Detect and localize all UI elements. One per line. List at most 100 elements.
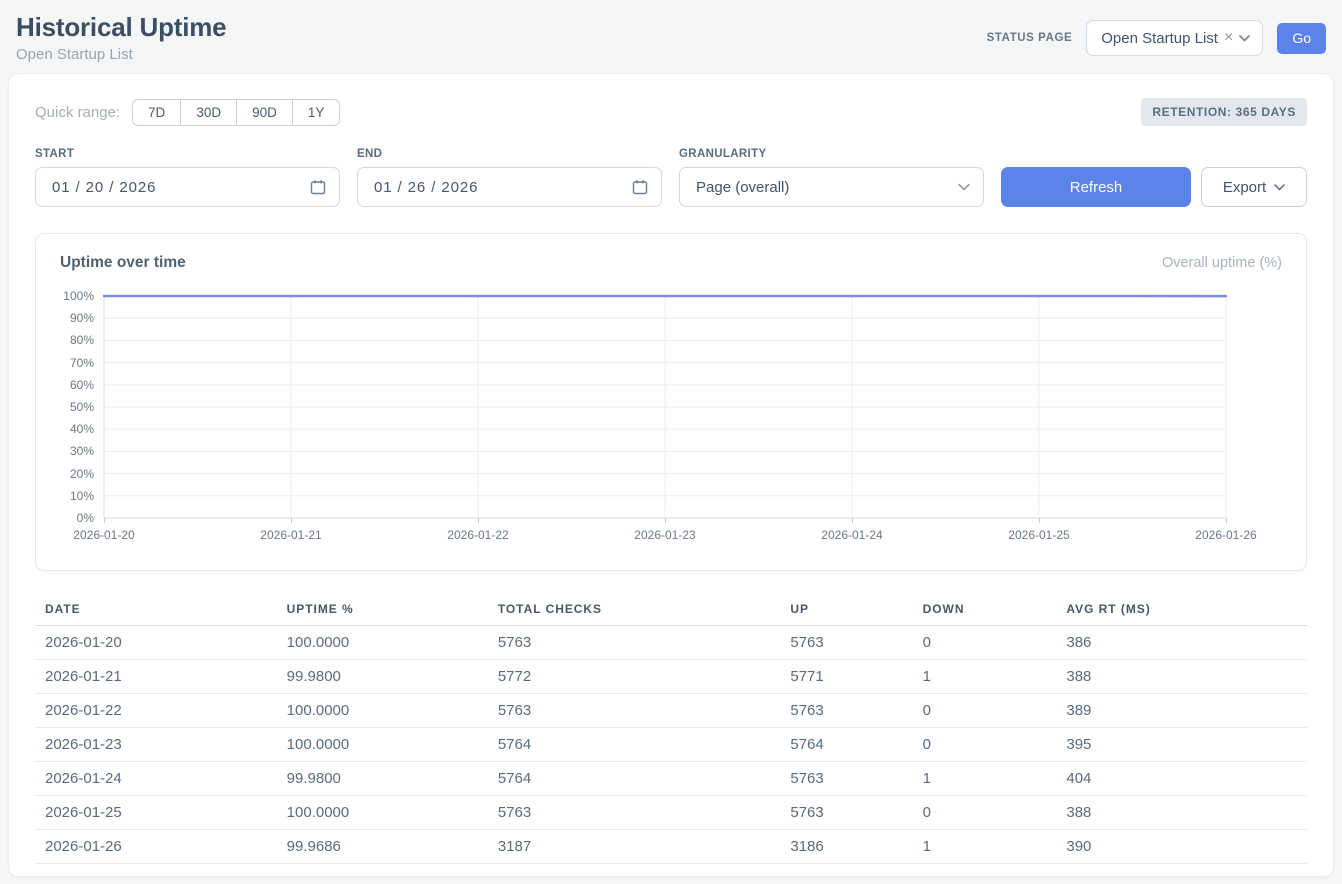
- x-tick-label: 2026-01-23: [634, 528, 695, 542]
- table-cell: 100.0000: [277, 728, 488, 762]
- chart-title: Uptime over time: [60, 254, 186, 272]
- y-tick-label: 20%: [70, 467, 94, 481]
- x-tick-mark: [1226, 518, 1227, 523]
- x-tick-label: 2026-01-25: [1008, 528, 1069, 542]
- end-date-field-group: END 01 / 26 / 2026: [357, 148, 662, 207]
- granularity-select[interactable]: Page (overall): [679, 167, 984, 207]
- table-cell: 5764: [780, 728, 912, 762]
- x-tick-mark: [665, 518, 666, 523]
- status-page-label: STATUS PAGE: [987, 32, 1073, 44]
- table-row: 2026-01-2699.9686318731861390: [35, 830, 1307, 864]
- chevron-down-icon: [1274, 184, 1285, 191]
- table-cell: 2026-01-22: [35, 694, 277, 728]
- column-header-avg-rt: AVG RT (MS): [1056, 593, 1307, 626]
- table-cell: 1: [913, 762, 1057, 796]
- table-cell: 0: [913, 796, 1057, 830]
- table-cell: 99.9800: [277, 762, 488, 796]
- calendar-icon[interactable]: [310, 179, 326, 195]
- x-tick-label: 2026-01-20: [73, 528, 134, 542]
- x-tick-label: 2026-01-24: [821, 528, 882, 542]
- quick-range-1y-button[interactable]: 1Y: [292, 99, 341, 126]
- go-button[interactable]: Go: [1277, 23, 1326, 54]
- page-subtitle: Open Startup List: [16, 46, 226, 63]
- table-cell: 99.9686: [277, 830, 488, 864]
- start-date-label: START: [35, 148, 340, 160]
- table-cell: 5763: [488, 694, 781, 728]
- start-date-value: 01 / 20 / 2026: [52, 179, 156, 196]
- uptime-chart-card: Uptime over time Overall uptime (%) 0% 10…: [35, 233, 1307, 571]
- table-cell: 2026-01-25: [35, 796, 277, 830]
- start-date-field-group: START 01 / 20 / 2026: [35, 148, 340, 207]
- status-page-select[interactable]: Open Startup List ×: [1086, 20, 1263, 56]
- retention-badge: RETENTION: 365 DAYS: [1141, 98, 1307, 126]
- table-cell: 5764: [488, 728, 781, 762]
- table-cell: 3187: [488, 830, 781, 864]
- y-tick-label: 0%: [77, 511, 94, 525]
- table-cell: 100.0000: [277, 796, 488, 830]
- table-cell: 390: [1056, 830, 1307, 864]
- chart-legend: Overall uptime (%): [1162, 255, 1282, 271]
- x-tick-mark: [1039, 518, 1040, 523]
- y-tick-label: 30%: [70, 444, 94, 458]
- chart-plot-wrap: 2026-01-202026-01-212026-01-222026-01-23…: [104, 296, 1226, 548]
- table-cell: 404: [1056, 762, 1307, 796]
- table-row: 2026-01-2199.9800577257711388: [35, 660, 1307, 694]
- table-row: 2026-01-25100.0000576357630388: [35, 796, 1307, 830]
- x-tick-label: 2026-01-26: [1195, 528, 1256, 542]
- x-tick-mark: [852, 518, 853, 523]
- start-date-input[interactable]: 01 / 20 / 2026: [35, 167, 340, 207]
- table-cell: 5763: [780, 796, 912, 830]
- table-row: 2026-01-23100.0000576457640395: [35, 728, 1307, 762]
- chart-y-axis: 0%10%20%30%40%50%60%70%80%90%100%: [60, 296, 104, 518]
- chart-plot: [104, 296, 1226, 518]
- quick-range-90d-button[interactable]: 90D: [236, 99, 292, 126]
- table-row: 2026-01-20100.0000576357630386: [35, 626, 1307, 660]
- uptime-table: DATE UPTIME % TOTAL CHECKS UP DOWN AVG R…: [35, 593, 1307, 864]
- quick-range-30d-button[interactable]: 30D: [180, 99, 236, 126]
- table-cell: 0: [913, 626, 1057, 660]
- quick-range-group: 7D 30D 90D 1Y: [132, 99, 340, 126]
- y-tick-label: 10%: [70, 489, 94, 503]
- end-date-label: END: [357, 148, 662, 160]
- table-cell: 0: [913, 728, 1057, 762]
- table-cell: 99.9800: [277, 660, 488, 694]
- filter-actions: Refresh Export: [1001, 167, 1307, 207]
- table-cell: 5763: [780, 762, 912, 796]
- x-tick-label: 2026-01-21: [260, 528, 321, 542]
- quick-range-7d-button[interactable]: 7D: [132, 99, 180, 126]
- column-header-total-checks: TOTAL CHECKS: [488, 593, 781, 626]
- close-icon[interactable]: ×: [1224, 30, 1233, 46]
- table-cell: 5763: [780, 694, 912, 728]
- table-cell: 3186: [780, 830, 912, 864]
- x-tick-label: 2026-01-22: [447, 528, 508, 542]
- y-tick-label: 50%: [70, 400, 94, 414]
- calendar-icon[interactable]: [632, 179, 648, 195]
- table-cell: 388: [1056, 796, 1307, 830]
- table-cell: 386: [1056, 626, 1307, 660]
- uptime-chart: 0%10%20%30%40%50%60%70%80%90%100% 2026-0…: [60, 296, 1282, 548]
- column-header-down: DOWN: [913, 593, 1057, 626]
- top-header: Historical Uptime Open Startup List STAT…: [0, 0, 1342, 73]
- table-cell: 0: [913, 694, 1057, 728]
- chevron-down-icon: [958, 183, 970, 191]
- export-button-label: Export: [1223, 179, 1266, 196]
- table-header-row: DATE UPTIME % TOTAL CHECKS UP DOWN AVG R…: [35, 593, 1307, 626]
- export-button[interactable]: Export: [1201, 167, 1307, 207]
- refresh-button[interactable]: Refresh: [1001, 167, 1191, 207]
- table-cell: 5772: [488, 660, 781, 694]
- end-date-input[interactable]: 01 / 26 / 2026: [357, 167, 662, 207]
- column-header-date: DATE: [35, 593, 277, 626]
- x-tick-mark: [478, 518, 479, 523]
- table-cell: 2026-01-23: [35, 728, 277, 762]
- uptime-table-head: DATE UPTIME % TOTAL CHECKS UP DOWN AVG R…: [35, 593, 1307, 626]
- column-header-uptime: UPTIME %: [277, 593, 488, 626]
- quick-range-label: Quick range:: [35, 104, 120, 121]
- table-cell: 2026-01-21: [35, 660, 277, 694]
- uptime-table-body: 2026-01-20100.00005763576303862026-01-21…: [35, 626, 1307, 864]
- table-cell: 1: [913, 830, 1057, 864]
- page: Historical Uptime Open Startup List STAT…: [0, 0, 1342, 884]
- table-cell: 5771: [780, 660, 912, 694]
- table-cell: 100.0000: [277, 626, 488, 660]
- table-cell: 395: [1056, 728, 1307, 762]
- filter-form-row: START 01 / 20 / 2026 END 01 / 26 / 2026: [35, 148, 1307, 207]
